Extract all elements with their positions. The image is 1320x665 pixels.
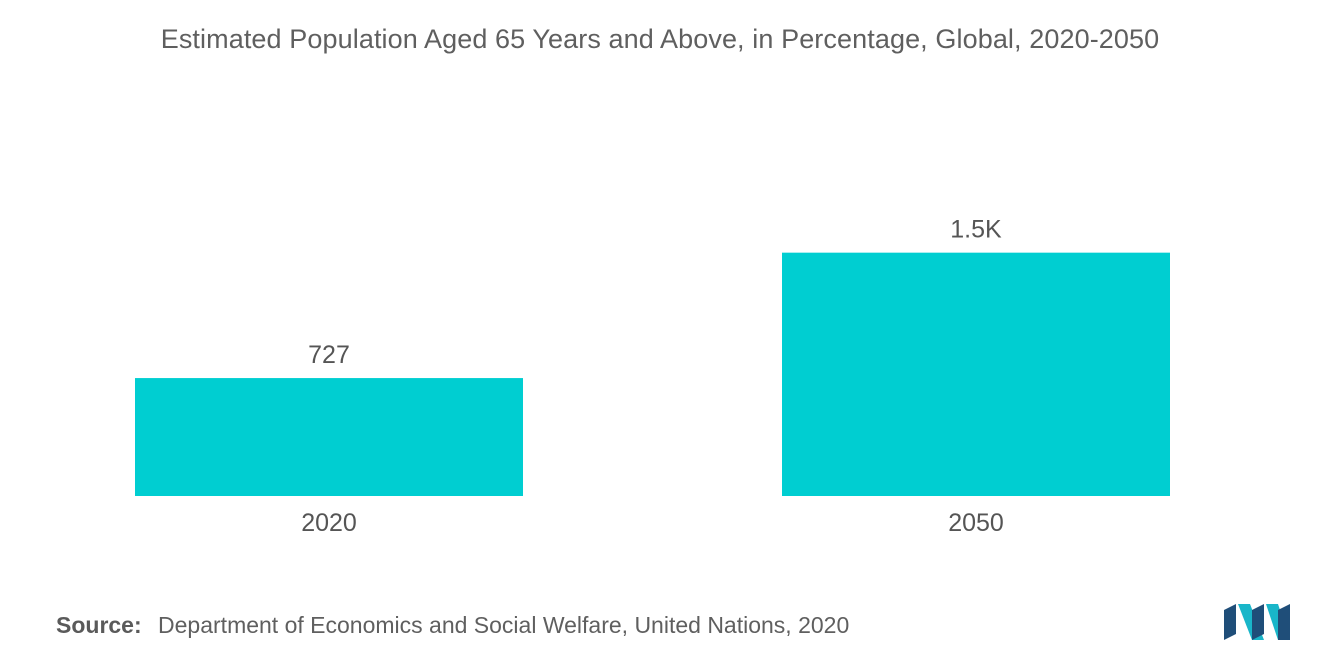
- source-label: Source:: [56, 612, 142, 638]
- data-label-2050: 1.5K: [950, 216, 1002, 244]
- data-label-2020: 727: [308, 341, 350, 369]
- source-footer: Source: Department of Economics and Soci…: [56, 612, 849, 639]
- bar-chart: 727 2020 1.5K 2050: [135, 216, 1170, 537]
- company-logo-icon: [1224, 604, 1290, 640]
- chart-title: Estimated Population Aged 65 Years and A…: [160, 24, 1160, 54]
- bar-2020: [135, 378, 523, 496]
- x-tick-label-2020: 2020: [301, 509, 357, 537]
- bar-2050: [782, 252, 1170, 496]
- x-tick-label-2050: 2050: [948, 509, 1004, 537]
- source-text: Department of Economics and Social Welfa…: [158, 612, 850, 638]
